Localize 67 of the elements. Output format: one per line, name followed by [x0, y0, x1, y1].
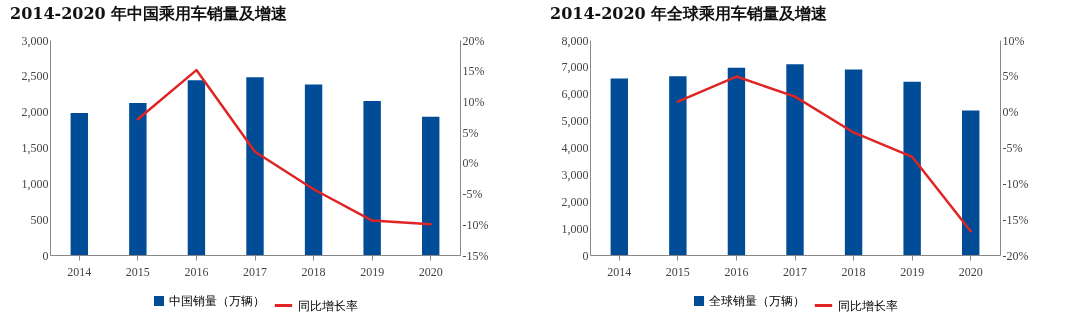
bar: [610, 78, 628, 255]
bar: [844, 69, 863, 255]
bar: [246, 77, 264, 255]
bar: [903, 81, 921, 255]
y-tick-label: 1,500: [21, 141, 49, 155]
x-tick-label: 2017: [243, 264, 267, 279]
y-tick-label: 2,000: [21, 105, 49, 120]
bar: [422, 116, 440, 255]
bar: [187, 80, 206, 255]
x-tick-label: 2015: [125, 264, 150, 279]
y2-tick-label: -5%: [462, 187, 483, 202]
x-tick-label: 2015: [665, 264, 690, 279]
y2-tick-label: 15%: [462, 64, 485, 79]
y-tick-label: 0: [582, 248, 589, 263]
line-series: [676, 75, 972, 233]
x-tick-label: 2016: [724, 264, 749, 279]
y-tick-label: 4,000: [561, 141, 589, 155]
bar: [727, 67, 746, 255]
x-tick-label: 2019: [900, 264, 925, 279]
chart-title: 2014-2020 年全球乘用车销量及增速: [550, 4, 829, 23]
y-tick-label: 5,000: [561, 114, 589, 129]
x-tick-label: 2018: [301, 264, 326, 279]
x-tick-label: 2018: [841, 264, 866, 279]
y-tick-label: 7,000: [561, 60, 589, 75]
y2-tick-label: -5%: [1002, 141, 1023, 155]
y2-tick-label: -15%: [1002, 212, 1029, 227]
bar: [129, 103, 147, 255]
y-tick-label: 2,000: [561, 194, 589, 209]
y2-tick-label: 0%: [1002, 105, 1019, 120]
y2-tick-label: 0%: [462, 156, 479, 171]
line-series: [136, 68, 432, 226]
y-tick-label: 3,000: [21, 33, 49, 48]
y2-tick-label: -15%: [462, 248, 489, 263]
y-tick-label: 0: [42, 248, 49, 263]
legend-label: 中国销量（万辆）: [169, 294, 265, 308]
chart-title: 2014-2020 年中国乘用车销量及增速: [10, 4, 289, 23]
x-tick-label: 2017: [783, 264, 807, 279]
bar: [962, 110, 980, 255]
legend-label: 全球销量（万辆）: [709, 294, 805, 308]
bar: [669, 76, 687, 255]
bar: [70, 113, 88, 255]
bar: [304, 84, 323, 255]
bar: [363, 100, 381, 255]
legend-label: 同比增长率: [298, 298, 358, 313]
y-tick-label: 8,000: [561, 33, 589, 48]
x-tick-label: 2020: [418, 264, 443, 279]
legend-label: 同比增长率: [838, 298, 898, 313]
y-tick-label: 1,000: [21, 176, 49, 191]
y-tick-label: 1,000: [561, 221, 589, 236]
y2-tick-label: -10%: [462, 217, 489, 232]
x-tick-label: 2014: [67, 264, 92, 279]
y2-tick-label: 10%: [1002, 33, 1025, 48]
x-tick-label: 2020: [958, 264, 983, 279]
y2-tick-label: -20%: [1002, 248, 1029, 263]
y-tick-label: 6,000: [561, 87, 589, 102]
y2-tick-label: 5%: [1002, 69, 1019, 84]
y-tick-label: 2,500: [21, 69, 49, 84]
y2-tick-label: 10%: [462, 94, 485, 109]
x-tick-label: 2016: [184, 264, 209, 279]
x-tick-label: 2019: [360, 264, 385, 279]
x-tick-label: 2014: [607, 264, 632, 279]
y2-tick-label: -10%: [1002, 176, 1029, 191]
y2-tick-label: 5%: [462, 125, 479, 140]
y-tick-label: 3,000: [561, 167, 589, 182]
y2-tick-label: 20%: [462, 33, 485, 48]
y-tick-label: 500: [30, 212, 49, 227]
bar: [786, 64, 804, 255]
